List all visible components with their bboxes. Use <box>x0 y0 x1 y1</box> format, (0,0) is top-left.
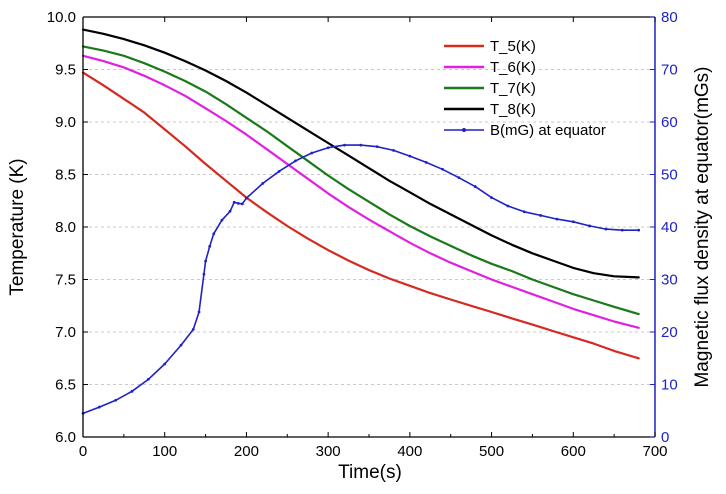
series-point-b-mg-at-equator <box>208 245 212 248</box>
y2-tick-label-8: 80 <box>661 9 678 26</box>
x-tick-label-6: 600 <box>561 443 586 460</box>
legend-label-t-5-k: T_5(K) <box>490 38 536 55</box>
series-point-b-mg-at-equator <box>310 151 314 155</box>
legend-label-t-7-k: T_7(K) <box>490 80 536 97</box>
legend-label-t-8-k: T_8(K) <box>490 101 536 118</box>
series-point-b-mg-at-equator <box>408 154 412 158</box>
legend-label-t-6-k: T_6(K) <box>490 59 536 76</box>
series-point-b-mg-at-equator <box>555 217 559 221</box>
series-point-b-mg-at-equator <box>146 377 150 381</box>
series-point-b-mg-at-equator <box>522 210 526 214</box>
series-point-b-mg-at-equator <box>197 310 201 314</box>
y-tick-label-5: 8.5 <box>55 167 76 184</box>
y2-tick-label-1: 10 <box>661 377 678 394</box>
y-tick-label-1: 6.5 <box>55 377 76 394</box>
series-point-b-mg-at-equator <box>245 196 248 200</box>
series-point-b-mg-at-equator <box>191 327 195 331</box>
series-point-b-mg-at-equator <box>490 196 493 200</box>
y2-tick-label-7: 70 <box>661 62 678 79</box>
series-point-b-mg-at-equator <box>163 362 167 366</box>
x-tick-label-4: 400 <box>397 443 422 460</box>
legend-marker-b-mg-at-equator <box>462 128 466 132</box>
series-group <box>81 28 641 415</box>
y-tick-label-3: 7.5 <box>55 272 76 289</box>
series-point-b-mg-at-equator <box>359 143 363 147</box>
y-tick-label-6: 9.0 <box>55 114 76 131</box>
series-point-b-mg-at-equator <box>392 148 395 152</box>
y2-axis-label: Magnetic flux density at equator(mGs) <box>692 66 713 387</box>
x-tick-label-2: 200 <box>234 443 259 460</box>
series-point-b-mg-at-equator <box>457 176 461 180</box>
series-point-b-mg-at-equator <box>571 220 575 224</box>
series-point-b-mg-at-equator <box>114 398 118 402</box>
x-axis-label: Time(s) <box>338 462 402 483</box>
x-tick-label-0: 0 <box>79 443 87 460</box>
series-point-b-mg-at-equator <box>240 202 244 206</box>
y2-tick-label-0: 0 <box>661 429 669 446</box>
x-tick-label-3: 300 <box>316 443 341 460</box>
series-point-b-mg-at-equator <box>375 145 379 149</box>
series-line-t-5-k <box>81 71 640 360</box>
series-point-b-mg-at-equator <box>473 185 477 188</box>
legend: T_5(K) T_6(K) T_7(K) T_8(K) B(mG) at equator <box>444 38 606 139</box>
x-tick-label-7: 700 <box>642 443 667 460</box>
y2-tick-label-5: 50 <box>661 167 678 184</box>
series-point-b-mg-at-equator <box>261 182 265 185</box>
series-point-b-mg-at-equator <box>326 146 330 150</box>
series-point-b-mg-at-equator <box>637 228 641 232</box>
series-line-t-8-k <box>81 28 640 279</box>
series-point-b-mg-at-equator <box>97 405 101 409</box>
series-point-b-mg-at-equator <box>441 167 444 171</box>
y-tick-label-7: 9.5 <box>55 62 76 79</box>
series-point-b-mg-at-equator <box>228 209 232 213</box>
series-point-b-mg-at-equator <box>294 159 297 163</box>
series-line-t-7-k <box>81 45 640 316</box>
y-tick-label-2: 7.0 <box>55 324 76 341</box>
series-point-b-mg-at-equator <box>236 201 240 205</box>
series-point-b-mg-at-equator <box>506 204 510 208</box>
x-tick-label-5: 500 <box>479 443 504 460</box>
series-point-b-mg-at-equator <box>604 227 608 231</box>
series-point-b-mg-at-equator <box>220 218 224 222</box>
y2-tick-label-2: 20 <box>661 324 678 341</box>
series-point-b-mg-at-equator <box>130 389 134 393</box>
series-point-b-mg-at-equator <box>179 343 183 347</box>
series-point-b-mg-at-equator <box>277 169 281 173</box>
tick-group: 0 100 200 300 400 500 600 7006.06.57.07.58.08.5… <box>47 9 678 460</box>
series-point-b-mg-at-equator <box>539 214 542 217</box>
y2-tick-label-3: 30 <box>661 272 678 289</box>
legend-label-b-mg-at-equator: B(mG) at equator <box>490 122 606 139</box>
series-point-b-mg-at-equator <box>212 232 216 236</box>
series-point-b-mg-at-equator <box>343 143 346 147</box>
series-line-t-6-k <box>81 54 640 329</box>
x-tick-label-1: 100 <box>152 443 177 460</box>
y-tick-label-0: 6.0 <box>55 429 76 446</box>
series-point-b-mg-at-equator <box>202 272 206 276</box>
y-tick-label-4: 8.0 <box>55 219 76 236</box>
y2-tick-label-6: 60 <box>661 114 678 131</box>
series-point-b-mg-at-equator <box>588 224 592 228</box>
series-point-b-mg-at-equator <box>232 200 236 204</box>
series-point-b-mg-at-equator <box>204 259 207 263</box>
y-tick-label-8: 10.0 <box>47 9 76 26</box>
series-point-b-mg-at-equator <box>424 161 428 164</box>
y2-tick-label-4: 40 <box>661 219 678 236</box>
series-point-b-mg-at-equator <box>620 228 624 232</box>
y-axis-label: Temperature (K) <box>7 158 28 295</box>
